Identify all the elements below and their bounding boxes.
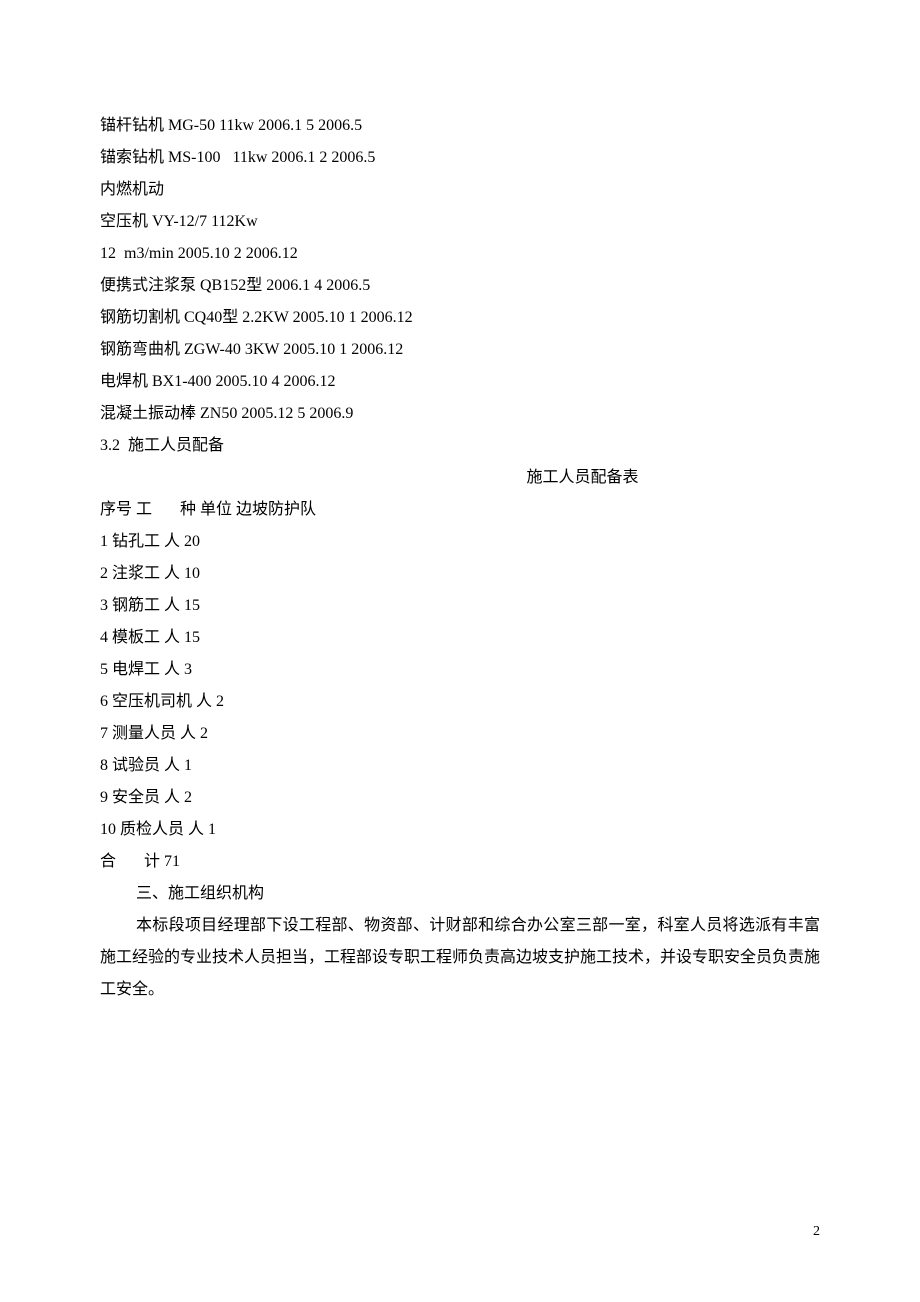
personnel-row-6: 6 空压机司机 人 2 — [100, 686, 820, 718]
equipment-line-3: 内燃机动 — [100, 174, 820, 206]
personnel-table-header: 序号 工 种 单位 边坡防护队 — [100, 494, 820, 526]
personnel-row-7: 7 测量人员 人 2 — [100, 718, 820, 750]
personnel-total: 合 计 71 — [100, 846, 820, 878]
section-3-body: 本标段项目经理部下设工程部、物资部、计财部和综合办公室三部一室，科室人员将选派有… — [100, 910, 820, 1006]
personnel-row-3: 3 钢筋工 人 15 — [100, 590, 820, 622]
equipment-line-8: 钢筋弯曲机 ZGW-40 3KW 2005.10 1 2006.12 — [100, 334, 820, 366]
section-3-2-heading: 3.2 施工人员配备 — [100, 430, 820, 462]
equipment-line-6: 便携式注浆泵 QB152型 2006.1 4 2006.5 — [100, 270, 820, 302]
personnel-row-10: 10 质检人员 人 1 — [100, 814, 820, 846]
section-3-heading: 三、施工组织机构 — [100, 878, 820, 910]
page-number: 2 — [813, 1224, 820, 1240]
equipment-line-2: 锚索钻机 MS-100 11kw 2006.1 2 2006.5 — [100, 142, 820, 174]
personnel-row-8: 8 试验员 人 1 — [100, 750, 820, 782]
equipment-line-1: 锚杆钻机 MG-50 11kw 2006.1 5 2006.5 — [100, 110, 820, 142]
equipment-line-9: 电焊机 BX1-400 2005.10 4 2006.12 — [100, 366, 820, 398]
equipment-line-10: 混凝土振动棒 ZN50 2005.12 5 2006.9 — [100, 398, 820, 430]
personnel-table-title: 施工人员配备表 — [345, 462, 820, 494]
equipment-line-4: 空压机 VY-12/7 112Kw — [100, 206, 820, 238]
personnel-row-2: 2 注浆工 人 10 — [100, 558, 820, 590]
personnel-row-9: 9 安全员 人 2 — [100, 782, 820, 814]
personnel-row-1: 1 钻孔工 人 20 — [100, 526, 820, 558]
personnel-row-5: 5 电焊工 人 3 — [100, 654, 820, 686]
equipment-line-7: 钢筋切割机 CQ40型 2.2KW 2005.10 1 2006.12 — [100, 302, 820, 334]
personnel-row-4: 4 模板工 人 15 — [100, 622, 820, 654]
equipment-line-5: 12 m3/min 2005.10 2 2006.12 — [100, 238, 820, 270]
